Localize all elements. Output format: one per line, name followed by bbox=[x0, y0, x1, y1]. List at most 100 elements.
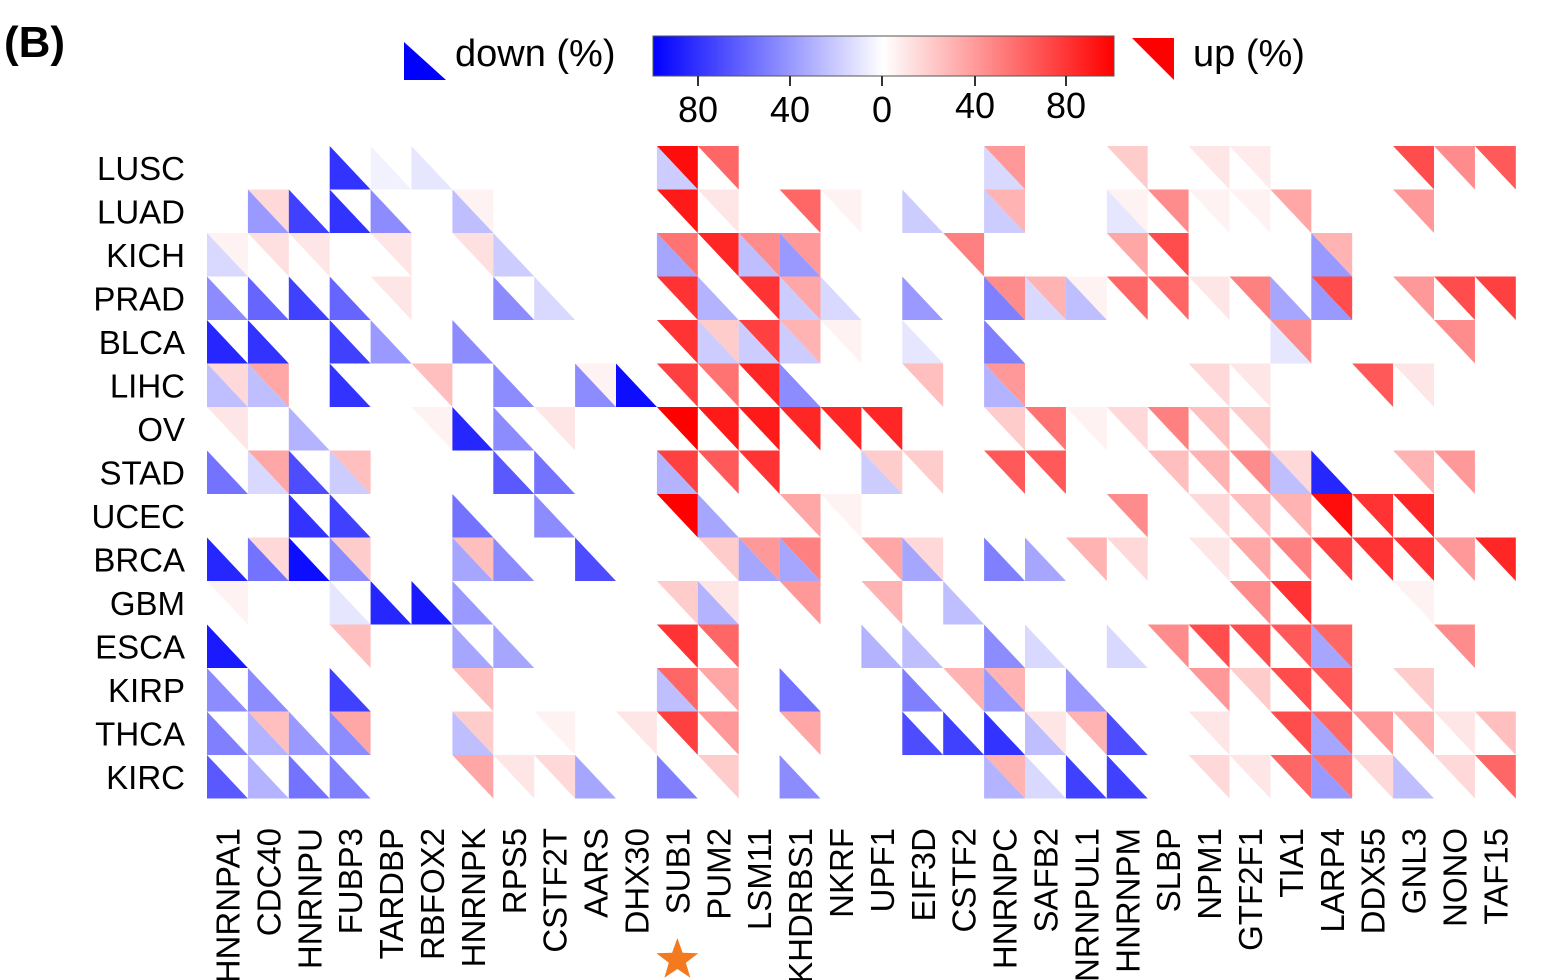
cell-up-ESCA-PUM2 bbox=[697, 624, 739, 668]
cell-up-BRCA-FUBP3 bbox=[329, 537, 371, 581]
cell-up-LUSC-NONO bbox=[1434, 146, 1475, 190]
cell-up-BLCA-NKRF bbox=[820, 320, 862, 364]
cell-down-KIRC-HNRNPC bbox=[984, 755, 1025, 799]
cell-down-LIHC-HNRNPA1 bbox=[207, 363, 248, 407]
cell-up-GBM-UPF1 bbox=[861, 581, 903, 625]
cell-down-ESCA-HNRNPK bbox=[452, 624, 494, 668]
cell-up-STAD-GNL3 bbox=[1393, 450, 1434, 494]
cell-down-PRAD-PUM2 bbox=[697, 276, 739, 320]
column-label-SLBP: SLBP bbox=[1150, 828, 1187, 912]
highlight-star-icon bbox=[656, 938, 699, 978]
cell-up-BRCA-LSM11 bbox=[738, 537, 780, 581]
cell-down-LUAD-HNRNPK bbox=[452, 189, 494, 233]
cell-up-BLCA-TIA1 bbox=[1270, 320, 1312, 364]
cell-up-LUSC-GTF2F1 bbox=[1229, 146, 1271, 190]
cell-up-KIRC-RPS5 bbox=[493, 755, 535, 799]
cell-up-BRCA-UPF1 bbox=[861, 537, 903, 581]
cell-up-STAD-CDC40 bbox=[247, 450, 289, 494]
cell-down-STAD-CDC40 bbox=[247, 450, 289, 494]
cell-up-BRCA-GTF2F1 bbox=[1229, 537, 1271, 581]
cell-down-BLCA-CDC40 bbox=[247, 320, 289, 364]
cell-down-KIRP-CDC40 bbox=[247, 668, 289, 712]
cell-up-OV-HNRNPM bbox=[1106, 407, 1148, 451]
cell-down-LUSC-FUBP3 bbox=[329, 146, 371, 190]
cell-up-UCEC-NPM1 bbox=[1188, 494, 1230, 538]
cell-up-GBM-SUB1 bbox=[656, 581, 698, 625]
cell-down-BRCA-HNRNPK bbox=[452, 537, 494, 581]
cell-down-LUSC-RBFOX2 bbox=[411, 146, 453, 190]
row-label-LUAD: LUAD bbox=[97, 193, 185, 230]
cell-down-PRAD-NKRF bbox=[820, 276, 862, 320]
cell-down-BRCA-KHDRBS1 bbox=[779, 537, 821, 581]
cell-up-KIRP-GNL3 bbox=[1393, 668, 1434, 712]
cell-up-THCA-DHX30 bbox=[616, 711, 657, 755]
cell-up-KICH-SLBP bbox=[1147, 233, 1189, 277]
column-label-HNRNPA1: HNRNPA1 bbox=[209, 828, 246, 980]
cell-up-UCEC-SUB1 bbox=[656, 494, 698, 538]
cell-down-THCA-FUBP3 bbox=[329, 711, 371, 755]
column-label-CDC40: CDC40 bbox=[250, 828, 287, 936]
cell-down-KIRC-HNRNPUL1 bbox=[1065, 755, 1107, 799]
cell-up-OV-HNRNPUL1 bbox=[1065, 407, 1107, 451]
cell-up-THCA-FUBP3 bbox=[329, 711, 371, 755]
cell-up-KIRC-NPM1 bbox=[1188, 755, 1230, 799]
cell-down-PRAD-EIF3D bbox=[902, 276, 944, 320]
cell-up-GBM-GNL3 bbox=[1393, 581, 1434, 625]
cell-up-LIHC-CDC40 bbox=[247, 363, 289, 407]
cell-up-BRCA-PUM2 bbox=[697, 537, 739, 581]
cell-down-PRAD-HNRNPC bbox=[984, 276, 1025, 320]
cell-up-OV-HNRNPC bbox=[984, 407, 1025, 451]
cell-down-STAD-HNRNPA1 bbox=[207, 450, 248, 494]
cell-up-STAD-NONO bbox=[1434, 450, 1475, 494]
cell-up-LUAD-PUM2 bbox=[697, 189, 739, 233]
cell-up-BRCA-CDC40 bbox=[247, 537, 289, 581]
column-label-SUB1: SUB1 bbox=[659, 828, 696, 914]
cell-down-KIRC-SAFB2 bbox=[1025, 755, 1066, 799]
cell-up-BLCA-NONO bbox=[1434, 320, 1475, 364]
cell-down-KIRC-SUB1 bbox=[656, 755, 698, 799]
cell-down-GBM-TARDBP bbox=[370, 581, 412, 625]
cell-up-BRCA-TIA1 bbox=[1270, 537, 1312, 581]
cell-up-LIHC-LSM11 bbox=[738, 363, 780, 407]
cell-down-LIHC-DHX30 bbox=[616, 363, 657, 407]
cell-down-KIRP-FUBP3 bbox=[329, 668, 371, 712]
cell-down-KICH-RPS5 bbox=[493, 233, 535, 277]
cell-up-OV-GTF2F1 bbox=[1229, 407, 1271, 451]
cell-up-THCA-TIA1 bbox=[1270, 711, 1312, 755]
cell-down-ESCA-SAFB2 bbox=[1025, 624, 1066, 668]
column-label-DDX55: DDX55 bbox=[1355, 828, 1392, 934]
cell-down-BRCA-SAFB2 bbox=[1025, 537, 1066, 581]
cell-up-UCEC-HNRNPM bbox=[1106, 494, 1148, 538]
cell-up-KIRC-GTF2F1 bbox=[1229, 755, 1271, 799]
cell-down-BLCA-FUBP3 bbox=[329, 320, 371, 364]
cell-up-KIRP-LARP4 bbox=[1311, 668, 1353, 712]
cell-up-PRAD-TAF15 bbox=[1474, 276, 1516, 320]
cell-down-OV-HNRNPU bbox=[288, 407, 330, 451]
column-label-HNRNPM: HNRNPM bbox=[1109, 828, 1146, 973]
cell-down-KIRC-HNRNPA1 bbox=[207, 755, 248, 799]
cell-down-PRAD-RPS5 bbox=[493, 276, 535, 320]
cell-down-BLCA-HNRNPA1 bbox=[207, 320, 248, 364]
cell-up-LIHC-RBFOX2 bbox=[411, 363, 453, 407]
cell-down-GBM-RBFOX2 bbox=[411, 581, 453, 625]
row-label-KIRC: KIRC bbox=[106, 759, 185, 796]
cell-down-BLCA-HNRNPC bbox=[984, 320, 1025, 364]
cell-up-PRAD-HNRNPM bbox=[1106, 276, 1148, 320]
cell-down-LUSC-HNRNPC bbox=[984, 146, 1025, 190]
cell-up-KIRP-PUM2 bbox=[697, 668, 739, 712]
cell-up-UCEC-GNL3 bbox=[1393, 494, 1434, 538]
cell-up-ESCA-GTF2F1 bbox=[1229, 624, 1271, 668]
cell-up-THCA-CSTF2T bbox=[534, 711, 576, 755]
cell-down-PRAD-KHDRBS1 bbox=[779, 276, 821, 320]
cell-down-KIRP-HNRNPA1 bbox=[207, 668, 248, 712]
cell-up-PRAD-SLBP bbox=[1147, 276, 1189, 320]
cell-up-GBM-KHDRBS1 bbox=[779, 581, 821, 625]
cell-up-BRCA-HNRNPK bbox=[452, 537, 494, 581]
cell-down-PRAD-CDC40 bbox=[247, 276, 289, 320]
cell-up-BRCA-LARP4 bbox=[1311, 537, 1353, 581]
cell-down-OV-HNRNPK bbox=[452, 407, 494, 451]
cell-down-THCA-SAFB2 bbox=[1025, 711, 1066, 755]
cell-down-LUSC-SUB1 bbox=[656, 146, 698, 190]
cell-up-PRAD-TARDBP bbox=[370, 276, 412, 320]
